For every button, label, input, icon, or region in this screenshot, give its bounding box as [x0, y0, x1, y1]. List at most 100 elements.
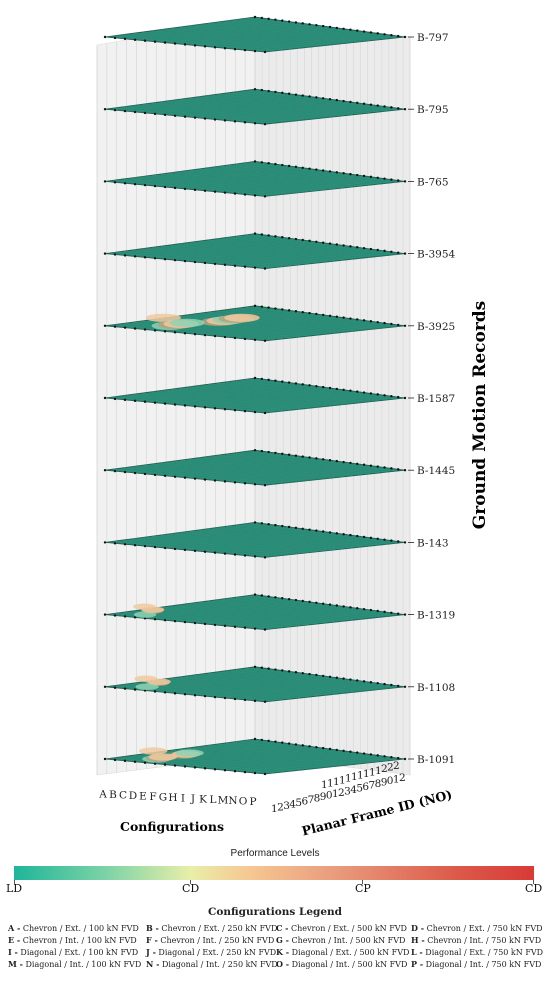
edge-marker	[183, 43, 187, 46]
edge-marker	[396, 251, 400, 254]
legend-item: C - Chevron / Ext. / 500 kN FVD	[276, 923, 411, 933]
edge-marker	[243, 626, 247, 629]
edge-marker	[163, 763, 167, 766]
edge-marker	[308, 456, 311, 459]
axis-ticks: A B C D E F G H I J K L M N O P1 2 3 4 5 6 7 8 9 0 1 2 3 4 5 6 7 8 9 0 1 21 1…	[98, 760, 405, 815]
legend-item-key: M -	[8, 959, 23, 969]
edge-marker	[342, 388, 345, 392]
edge-marker	[335, 676, 339, 679]
edge-marker	[335, 532, 339, 535]
edge-marker	[243, 409, 247, 413]
edge-marker	[113, 469, 117, 473]
damage-region	[138, 747, 168, 755]
edge-marker	[342, 460, 345, 464]
edge-marker	[267, 162, 270, 165]
mesh-line	[179, 171, 336, 190]
mesh-line	[161, 29, 318, 47]
edge-marker	[321, 674, 325, 678]
configuration-tick-label: D	[129, 790, 137, 802]
edge-marker	[281, 308, 284, 311]
mesh-line	[236, 524, 388, 545]
mesh-line	[208, 384, 362, 403]
edge-marker	[203, 261, 207, 265]
edge-marker	[342, 316, 345, 319]
mesh-line	[208, 23, 362, 42]
legend-item-key: F -	[146, 935, 158, 945]
legend-item-text: Chevron / Ext. / 750 kN FVD	[424, 924, 543, 933]
mesh-line	[170, 677, 327, 696]
mesh-line	[217, 21, 371, 41]
mesh-line	[123, 250, 283, 267]
edge-marker	[362, 680, 366, 683]
edge-marker	[263, 556, 267, 559]
edge-marker	[193, 549, 197, 553]
record-plane-group: B-1108	[103, 665, 455, 703]
record-label: B-3925	[417, 321, 455, 333]
frame-id-tick-label: 4	[289, 799, 296, 811]
edge-marker	[253, 194, 257, 197]
edge-marker	[349, 678, 352, 681]
mesh-line	[170, 461, 327, 479]
edge-marker	[294, 310, 298, 313]
edge-marker	[287, 670, 291, 673]
mesh-line	[151, 535, 309, 553]
mesh-line	[217, 238, 371, 258]
mesh-line	[179, 387, 336, 406]
edge-marker	[173, 42, 177, 45]
mesh-line	[226, 525, 379, 546]
mesh-line	[114, 396, 274, 413]
mesh-line	[198, 529, 353, 549]
legend-item-text: Diagonal / Ext. / 500 kN FVD	[289, 948, 410, 957]
edge-marker	[143, 111, 147, 115]
mesh-line	[217, 671, 371, 691]
edge-marker	[213, 334, 217, 338]
mesh-line	[114, 252, 274, 268]
edge-marker	[342, 172, 345, 175]
edge-marker	[143, 544, 147, 548]
edge-marker	[153, 473, 157, 477]
record-label: B-795	[417, 104, 449, 116]
edge-marker	[383, 755, 386, 758]
edge-marker	[143, 472, 147, 476]
edge-marker	[349, 606, 352, 609]
edge-marker	[173, 403, 177, 406]
mesh-line	[179, 26, 336, 45]
edge-marker	[253, 449, 257, 452]
frame-id-tick-label: 7	[308, 794, 315, 806]
edge-marker	[103, 469, 107, 472]
edge-marker	[263, 772, 267, 776]
edge-marker	[356, 101, 359, 105]
frame-id-tick-label: 1	[357, 770, 364, 782]
edge-marker	[183, 404, 187, 407]
mesh-line	[170, 389, 327, 407]
mesh-line	[123, 178, 283, 195]
legend-item-key: D -	[411, 923, 425, 933]
mesh-line	[161, 534, 318, 552]
legend-item: L - Diagonal / Ext. / 750 kN FVD	[411, 947, 548, 957]
edge-marker	[390, 33, 393, 37]
edge-marker	[233, 408, 237, 412]
edge-marker	[362, 463, 366, 466]
frame-id-tick-label: 1	[271, 803, 278, 815]
legend-item-key: N -	[146, 959, 160, 969]
frame-id-tick-label: 1	[332, 788, 339, 800]
edge-marker	[301, 310, 304, 314]
edge-marker	[294, 165, 298, 169]
configuration-tick-label: F	[149, 791, 156, 803]
frame-id-tick-label: 5	[356, 782, 363, 794]
edge-marker	[390, 394, 393, 398]
edge-marker	[390, 683, 393, 687]
mesh-line	[161, 390, 318, 408]
legend-item-key: A -	[8, 923, 21, 933]
edge-marker	[301, 455, 304, 458]
edge-marker	[308, 600, 311, 604]
edge-marker	[294, 237, 298, 241]
edge-marker	[369, 320, 373, 323]
mesh-line	[208, 239, 362, 259]
edge-marker	[403, 757, 407, 761]
mesh-line	[189, 458, 344, 477]
record-label: B-1108	[417, 682, 455, 694]
mesh-line	[142, 104, 301, 121]
mesh-line	[170, 605, 327, 624]
mesh-line	[133, 177, 292, 194]
